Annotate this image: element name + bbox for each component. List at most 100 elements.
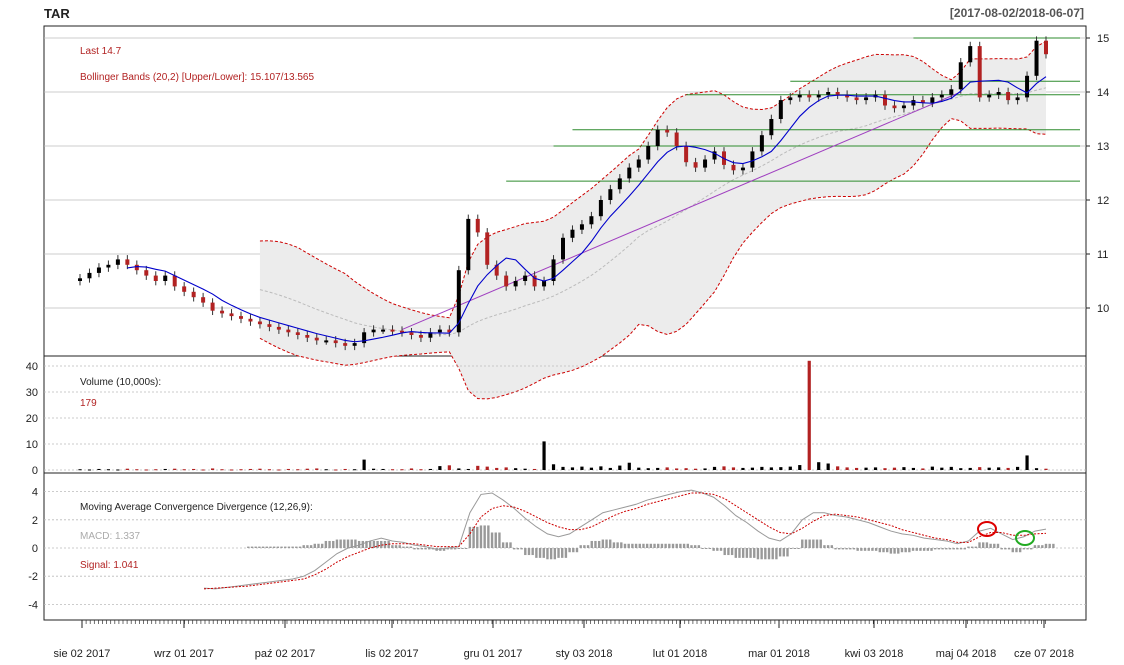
macd-title-label: Moving Average Convergence Divergence (1… [80, 502, 313, 513]
volume-bar [220, 469, 224, 471]
volume-axis: 40 30 20 10 0 [26, 361, 38, 477]
macd-histogram-bar [996, 543, 1000, 548]
macd-histogram-bar [265, 546, 268, 548]
macd-tick-label: -2 [28, 571, 38, 583]
candle-body [210, 302, 215, 311]
candle-body [239, 316, 243, 319]
candle-body [286, 329, 291, 333]
macd-histogram-bar [823, 545, 826, 548]
x-tick-label: lis 02 2017 [365, 648, 418, 660]
macd-histogram-bar [424, 548, 427, 550]
macd-histogram-bar [1026, 548, 1029, 550]
macd-histogram-bar [686, 543, 689, 548]
candle-body [1034, 40, 1039, 76]
macd-histogram-bar [741, 548, 745, 558]
volume-bar [997, 467, 1001, 470]
macd-histogram-bar [320, 543, 324, 548]
volume-bar [599, 466, 603, 470]
macd-histogram-bar [967, 546, 970, 548]
macd-histogram-bar [952, 548, 955, 550]
macd-histogram-bar [302, 545, 305, 548]
macd-histogram-bar [376, 540, 379, 548]
macd-histogram-bar [749, 548, 752, 558]
macd-histogram-bar [494, 532, 497, 548]
macd-histogram-bar [657, 543, 660, 548]
macd-histogram-bar [372, 540, 376, 548]
macd-histogram-bar [819, 539, 822, 548]
candle-body [314, 337, 319, 341]
volume-bar [286, 468, 290, 470]
macd-histogram-bar [993, 543, 996, 548]
volume-bar [1025, 455, 1029, 470]
volume-bar [409, 468, 414, 470]
macd-axis: 4 2 0 -2 -4 [28, 487, 38, 612]
macd-histogram-bar [276, 546, 280, 548]
volume-bar [163, 468, 167, 470]
macd-histogram-bar [461, 548, 464, 549]
price-tick-label: 12 [1097, 195, 1109, 207]
volume-bar [334, 469, 338, 471]
volume-bar [419, 469, 423, 471]
candle-body [835, 92, 840, 95]
candle-body [542, 281, 547, 287]
macd-histogram-bar [1037, 545, 1040, 548]
macd-histogram-bar [701, 548, 704, 549]
volume-bar [154, 469, 158, 471]
macd-histogram-bar [708, 548, 712, 549]
bollinger-upper-line [259, 40, 1047, 319]
candle-body [797, 94, 802, 98]
macd-histogram-bar [804, 539, 808, 548]
macd-histogram-bar [306, 545, 309, 548]
volume-tick-label: 40 [26, 361, 38, 373]
macd-histogram-bar [269, 546, 272, 548]
candle-body [703, 159, 708, 168]
candle-body [220, 310, 225, 314]
macd-histogram-bar [368, 540, 372, 548]
macd-histogram-bar [1041, 545, 1044, 548]
volume-bar [428, 468, 433, 470]
volume-bar [987, 467, 991, 470]
macd-histogram-bar [867, 548, 870, 551]
macd-histogram-bar [712, 548, 715, 551]
candle-body [257, 321, 262, 325]
macd-histogram-bar [402, 546, 405, 548]
volume-tick-label: 10 [26, 439, 38, 451]
volume-bar [1015, 466, 1020, 470]
macd-histogram-bar [889, 548, 893, 554]
macd-histogram-bar [328, 540, 331, 548]
candle-body [466, 218, 471, 271]
chart-date-range: [2017-08-02/2018-06-07] [949, 6, 1084, 20]
volume-bar [210, 468, 215, 470]
macd-histogram-bar [989, 543, 992, 548]
candle-body [598, 200, 603, 217]
volume-tick-label: 30 [26, 387, 38, 399]
candle-body [636, 159, 641, 168]
candle-body [352, 343, 357, 346]
red-circle-marker [977, 521, 997, 537]
macd-histogram-bar [538, 548, 542, 558]
macd-histogram-bar [468, 526, 472, 548]
candle-body [295, 332, 300, 335]
volume-bar [703, 468, 707, 470]
macd-histogram-bar [597, 540, 601, 548]
candle-body [892, 105, 897, 109]
volume-bar [324, 469, 328, 471]
macd-histogram-bar [926, 548, 930, 551]
candle-body [674, 132, 679, 146]
macd-histogram-bar [284, 546, 287, 548]
macd-histogram-bar [908, 548, 911, 553]
candle-body [447, 329, 452, 333]
macd-panel-frame [43, 472, 1087, 621]
macd-histogram-bar [513, 548, 516, 550]
candle-body [134, 264, 139, 271]
candle-body [201, 297, 206, 303]
macd-histogram-bar [945, 548, 948, 550]
candle-body [381, 329, 386, 332]
macd-histogram-bar [970, 546, 974, 548]
macd-histogram-bar [616, 542, 619, 548]
green-circle-marker [1015, 530, 1035, 546]
candle-body [816, 94, 821, 98]
macd-tick-label: -4 [28, 599, 38, 611]
x-tick-label: mar 01 2018 [748, 648, 810, 660]
volume-bar [940, 467, 944, 470]
